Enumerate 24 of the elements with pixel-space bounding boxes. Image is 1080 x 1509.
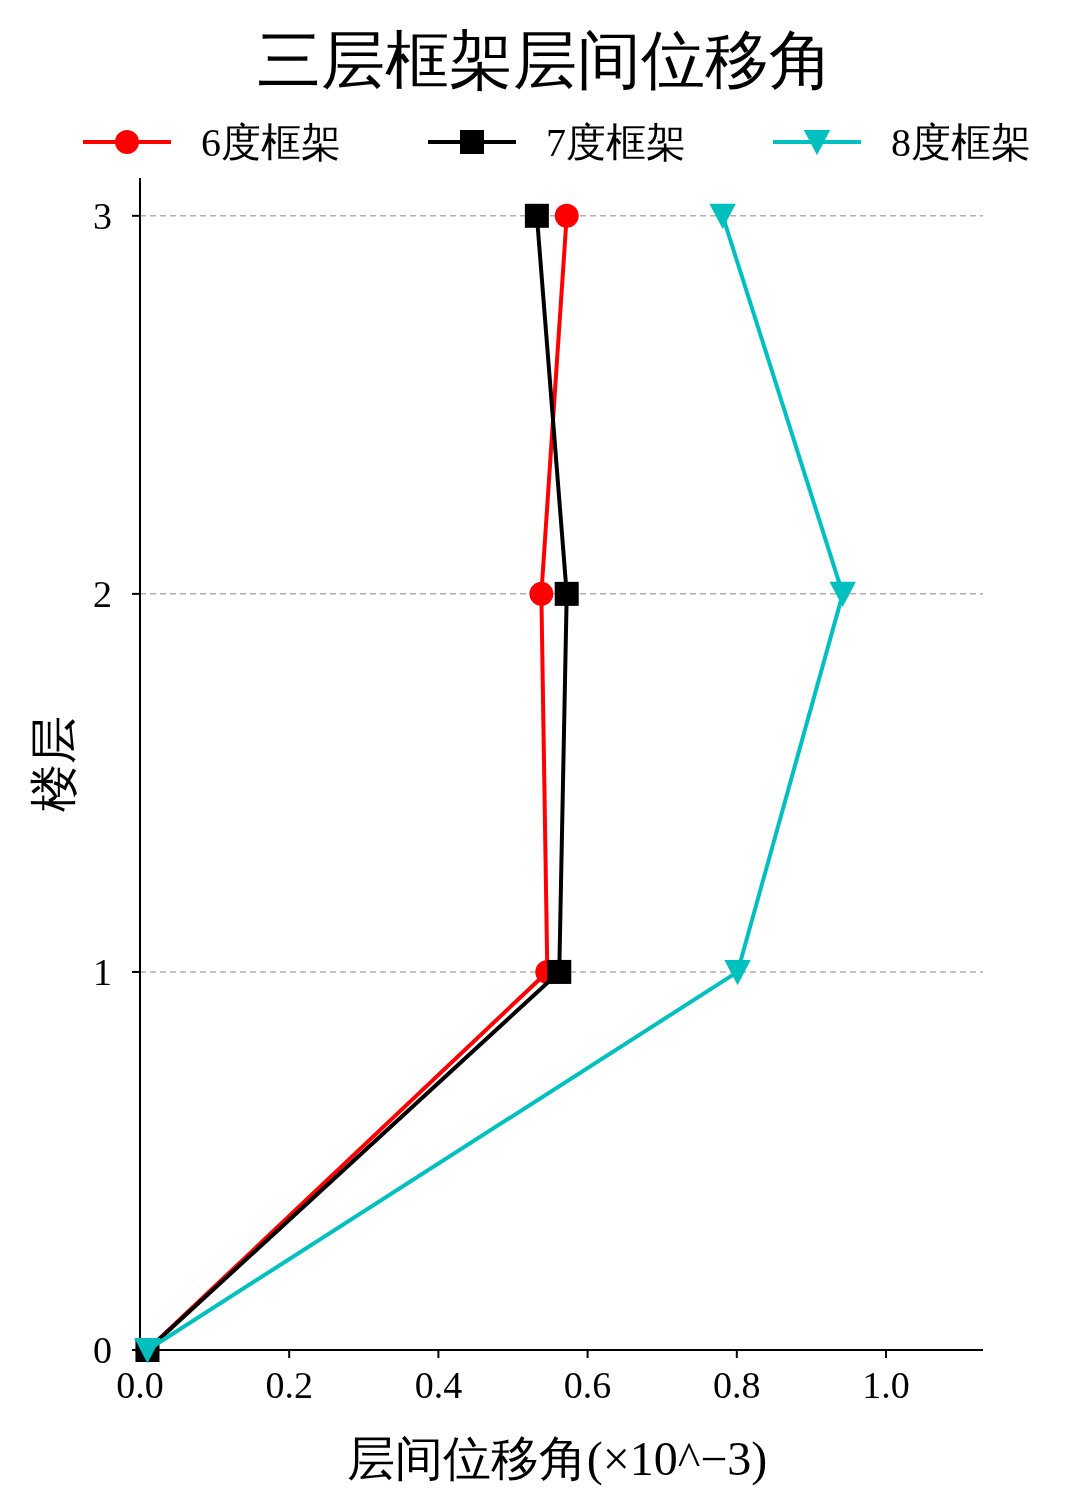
x-tick-label: 0.4 bbox=[414, 1364, 463, 1406]
y-tick-label: 1 bbox=[93, 950, 112, 993]
point bbox=[709, 203, 736, 230]
chart-title: 三层框架层间位移角 bbox=[257, 25, 833, 96]
x-tick-label: 0.0 bbox=[116, 1364, 164, 1406]
x-tick-label: 1.0 bbox=[862, 1364, 910, 1406]
x-tick-label: 0.6 bbox=[563, 1364, 612, 1406]
point bbox=[524, 203, 549, 228]
y-tick-label: 0 bbox=[93, 1329, 112, 1371]
legend-label: 6度框架 bbox=[201, 120, 341, 165]
legend-label: 7度框架 bbox=[546, 120, 686, 165]
point bbox=[724, 959, 751, 986]
y-axis-title: 楼层 bbox=[27, 716, 80, 812]
x-axis-title: 层间位移角(×10^−3) bbox=[346, 1432, 768, 1486]
point bbox=[554, 203, 579, 228]
point bbox=[554, 581, 579, 606]
point bbox=[547, 959, 572, 984]
point bbox=[529, 581, 554, 606]
point bbox=[829, 581, 856, 608]
y-tick-label: 3 bbox=[93, 194, 112, 237]
x-tick-label: 0.8 bbox=[713, 1364, 761, 1406]
legend-label: 8度框架 bbox=[891, 120, 1031, 165]
y-tick-label: 2 bbox=[93, 572, 112, 615]
x-tick-label: 0.2 bbox=[265, 1364, 313, 1406]
